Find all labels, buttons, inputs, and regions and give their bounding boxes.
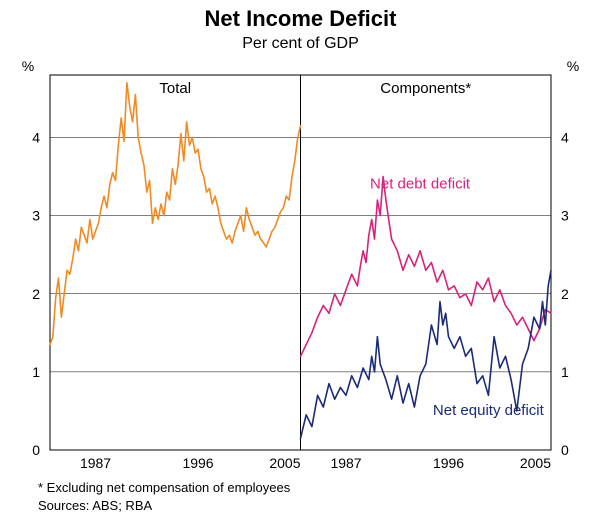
- y-tick-left: 3: [32, 208, 40, 224]
- panel-title-left: Total: [159, 80, 191, 97]
- x-tick: 1996: [182, 455, 213, 471]
- chart-svg: Net Income Deficit Per cent of GDP Total Co…: [0, 0, 601, 528]
- y-tick-left: 4: [32, 130, 40, 146]
- series-net-debt-label: Net debt deficit: [370, 175, 471, 192]
- chart-subtitle: Per cent of GDP: [242, 35, 359, 52]
- x-tick: 2005: [520, 455, 551, 471]
- y-tick-right: 1: [561, 364, 569, 380]
- y-tick-right: 2: [561, 286, 569, 302]
- panel-title-right: Components*: [380, 80, 471, 97]
- footnote-sources: Sources: ABS; RBA: [38, 498, 152, 513]
- x-tick: 1996: [433, 455, 464, 471]
- x-tick: 2005: [269, 455, 300, 471]
- y-tick-left: 1: [32, 364, 40, 380]
- x-tick: 1987: [80, 455, 111, 471]
- y-unit-left: %: [22, 58, 34, 74]
- chart-title: Net Income Deficit: [205, 6, 398, 31]
- y-tick-right: 0: [561, 442, 569, 458]
- y-unit-right: %: [567, 58, 579, 74]
- series-net-equity-label: Net equity deficit: [433, 402, 545, 419]
- footnote-note: * Excluding net compensation of employee…: [38, 480, 291, 495]
- y-tick-left: 2: [32, 286, 40, 302]
- chart-container: Net Income Deficit Per cent of GDP Total Co…: [0, 0, 601, 528]
- y-tick-right: 4: [561, 130, 569, 146]
- x-tick: 1987: [330, 455, 361, 471]
- y-tick-left: 0: [32, 442, 40, 458]
- y-tick-right: 3: [561, 208, 569, 224]
